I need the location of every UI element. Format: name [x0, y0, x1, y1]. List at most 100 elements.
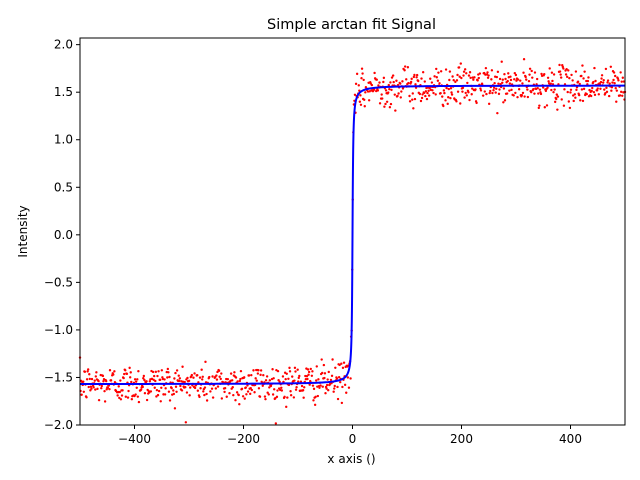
scatter-point	[396, 94, 399, 98]
scatter-point	[621, 76, 625, 79]
scatter-point	[488, 91, 491, 95]
scatter-point	[276, 369, 280, 373]
scatter-point	[492, 89, 495, 92]
scatter-point	[619, 90, 623, 94]
scatter-point	[585, 92, 589, 96]
scatter-point	[408, 94, 411, 98]
scatter-point	[296, 368, 299, 371]
scatter-point	[442, 104, 445, 108]
scatter-point	[412, 75, 416, 79]
scatter-point	[498, 88, 501, 91]
scatter-point	[297, 380, 300, 383]
scatter-point	[101, 374, 105, 378]
scatter-point	[594, 79, 597, 83]
scatter-point	[550, 71, 554, 74]
scatter-point	[100, 384, 104, 388]
scatter-point	[263, 395, 267, 398]
scatter-point	[501, 78, 504, 81]
scatter-point	[149, 390, 153, 393]
scatter-point	[461, 86, 465, 90]
scatter-point	[556, 108, 559, 111]
scatter-point	[562, 67, 565, 70]
scatter-point	[215, 378, 219, 381]
scatter-point	[264, 397, 267, 401]
scatter-point	[143, 392, 147, 395]
scatter-point	[370, 83, 374, 87]
scatter-point	[388, 106, 392, 109]
scatter-point	[522, 58, 526, 61]
scatter-point	[472, 78, 475, 81]
scatter-point	[311, 384, 315, 387]
scatter-point	[449, 87, 453, 90]
scatter-point	[118, 396, 121, 400]
scatter-point	[229, 372, 233, 375]
scatter-point	[288, 366, 291, 370]
scatter-point	[444, 99, 447, 102]
scatter-point	[377, 84, 380, 87]
scatter-point	[198, 376, 202, 379]
scatter-point	[358, 100, 362, 103]
scatter-point	[174, 371, 177, 375]
scatter-point	[86, 370, 89, 373]
scatter-point	[462, 74, 465, 77]
scatter-point	[612, 78, 615, 82]
scatter-point	[484, 66, 488, 70]
scatter-point	[558, 63, 561, 67]
scatter-point	[447, 96, 450, 99]
scatter-point	[498, 77, 502, 81]
scatter-point	[185, 391, 189, 394]
scatter-point	[250, 388, 254, 392]
scatter-point	[268, 386, 271, 389]
scatter-point	[569, 91, 572, 94]
scatter-point	[294, 388, 298, 391]
scatter-point	[360, 77, 363, 80]
scatter-point	[607, 94, 611, 98]
scatter-point	[315, 379, 318, 382]
scatter-point	[255, 379, 258, 382]
scatter-point	[360, 67, 364, 70]
scatter-point	[582, 77, 585, 80]
scatter-point	[287, 377, 290, 380]
scatter-point	[367, 99, 371, 102]
scatter-point	[483, 90, 486, 93]
scatter-point	[196, 374, 199, 377]
scatter-point	[80, 393, 83, 396]
scatter-point	[190, 373, 194, 377]
scatter-point	[102, 380, 105, 383]
scatter-point	[305, 375, 309, 378]
scatter-point	[450, 91, 453, 94]
scatter-point	[90, 377, 94, 381]
scatter-point	[427, 89, 430, 93]
scatter-point	[88, 377, 92, 381]
scatter-point	[90, 387, 93, 390]
scatter-point	[219, 377, 222, 381]
scatter-point	[619, 71, 622, 74]
scatter-point	[473, 76, 476, 79]
scatter-point	[204, 360, 207, 364]
scatter-point	[332, 390, 335, 393]
scatter-point	[583, 70, 586, 73]
scatter-point	[172, 389, 175, 392]
scatter-point	[615, 100, 618, 103]
scatter-point	[274, 397, 277, 400]
scatter-point	[548, 67, 551, 70]
scatter-point	[353, 93, 357, 97]
scatter-point	[530, 69, 533, 73]
scatter-point	[173, 407, 177, 410]
scatter-point	[223, 390, 226, 394]
scatter-point	[520, 94, 524, 97]
scatter-point	[600, 74, 604, 77]
scatter-point	[340, 401, 344, 405]
scatter-point	[406, 66, 410, 69]
scatter-point	[257, 387, 261, 390]
scatter-point	[599, 80, 603, 84]
scatter-point	[308, 383, 311, 386]
scatter-point	[108, 387, 111, 391]
scatter-point	[400, 90, 403, 93]
scatter-point	[614, 86, 617, 90]
scatter-point	[439, 91, 442, 95]
scatter-point	[533, 92, 536, 95]
scatter-point	[156, 374, 159, 378]
scatter-point	[87, 385, 90, 389]
scatter-point	[491, 91, 494, 95]
